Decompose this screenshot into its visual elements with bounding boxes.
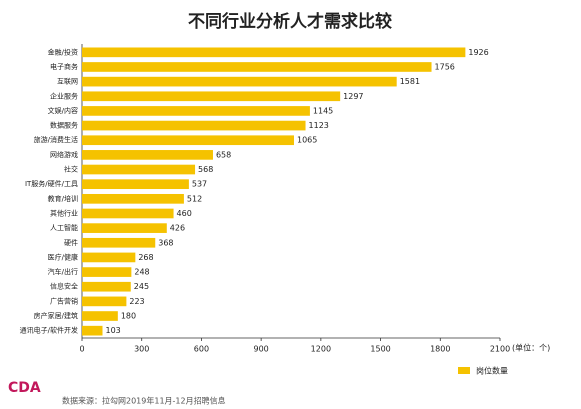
bar <box>82 120 306 131</box>
value-label: 658 <box>216 150 231 159</box>
value-label: 1297 <box>343 92 363 101</box>
bar <box>82 106 310 116</box>
y-tick-label: 文娱/内容 <box>48 106 78 115</box>
bar <box>82 179 189 190</box>
bar <box>82 311 118 321</box>
y-tick-label: 人工智能 <box>50 223 78 232</box>
x-tick-label: 300 <box>134 345 149 354</box>
bar <box>82 267 132 277</box>
bar <box>82 62 432 72</box>
y-tick-label: 电子商务 <box>50 62 78 71</box>
value-label: 245 <box>134 282 149 291</box>
x-tick-label: 2100 <box>490 345 510 354</box>
bar <box>82 252 136 263</box>
value-label: 223 <box>129 297 144 306</box>
y-tick-label: 企业服务 <box>50 91 78 100</box>
y-tick-label: 硬件 <box>64 238 78 247</box>
bar <box>82 76 397 87</box>
bar <box>82 164 196 175</box>
y-tick-label: 互联网 <box>57 77 78 86</box>
chart-title: 不同行业分析人才需求比较 <box>188 11 392 32</box>
value-label: 1581 <box>400 77 420 86</box>
y-tick-label: 医疗/健康 <box>48 252 78 261</box>
value-label: 512 <box>187 194 202 203</box>
bar <box>82 91 341 102</box>
y-tick-label: 社交 <box>64 165 78 174</box>
unit-label: (单位：个) <box>512 343 550 353</box>
bar <box>82 237 156 248</box>
x-tick-label: 900 <box>254 345 269 354</box>
logo: CDA <box>8 380 41 396</box>
value-label: 268 <box>138 253 153 262</box>
value-label: 1065 <box>297 136 317 145</box>
bar <box>82 325 103 336</box>
bar <box>82 47 466 58</box>
value-label: 568 <box>198 165 213 174</box>
y-tick-label: 汽车/出行 <box>48 267 78 276</box>
value-label: 180 <box>121 312 136 321</box>
y-tick-label: 信息安全 <box>50 282 78 291</box>
bar <box>82 281 131 292</box>
value-label: 248 <box>134 268 149 277</box>
bar <box>82 223 167 233</box>
y-tick-label: 其他行业 <box>50 208 78 217</box>
value-label: 103 <box>106 326 121 335</box>
y-tick-label: 通讯电子/软件开发 <box>20 326 78 335</box>
value-label: 460 <box>177 209 192 218</box>
value-label: 426 <box>170 224 185 233</box>
y-tick-label: 旅游/消费生活 <box>34 135 78 144</box>
x-tick-label: 1200 <box>311 345 331 354</box>
bar <box>82 296 127 307</box>
value-label: 537 <box>192 180 207 189</box>
value-label: 368 <box>158 238 173 247</box>
x-tick-label: 0 <box>79 345 84 354</box>
legend-swatch <box>458 367 470 374</box>
x-tick-label: 600 <box>194 345 209 354</box>
value-label: 1145 <box>313 106 333 115</box>
y-tick-label: 网络游戏 <box>50 150 78 159</box>
bar <box>82 193 184 204</box>
y-tick-label: IT服务/硬件/工具 <box>25 179 78 188</box>
y-tick-label: 金融/投资 <box>48 47 78 56</box>
source-note: 数据来源：拉勾网2019年11月-12月招聘信息 <box>62 396 226 406</box>
bar <box>82 150 213 160</box>
y-tick-label: 教育/培训 <box>48 194 78 203</box>
y-tick-label: 广告营销 <box>50 296 78 305</box>
bar <box>82 208 174 219</box>
value-label: 1926 <box>468 48 488 57</box>
value-label: 1756 <box>435 62 455 71</box>
x-tick-label: 1500 <box>370 345 390 354</box>
bar <box>82 135 294 146</box>
value-label: 1123 <box>309 121 329 130</box>
y-tick-label: 数据服务 <box>50 121 78 130</box>
y-tick-label: 房产家居/建筑 <box>34 311 78 320</box>
legend-label: 岗位数量 <box>476 366 508 376</box>
x-tick-label: 1800 <box>430 345 450 354</box>
